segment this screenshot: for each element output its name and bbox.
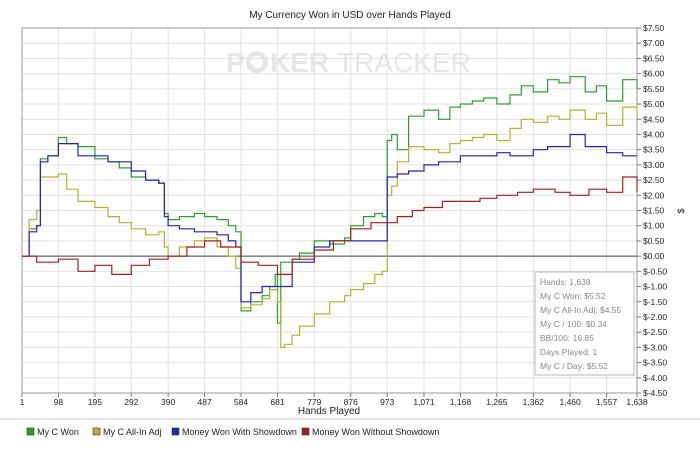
legend-label: Money Won With Showdown bbox=[182, 427, 297, 437]
x-tick-label: 876 bbox=[344, 397, 358, 407]
y-tick-label: $-0.50 bbox=[643, 266, 667, 276]
x-tick-label: 1,265 bbox=[486, 397, 508, 407]
stats-line: My C All-In Adj: $4.55 bbox=[540, 305, 622, 315]
y-tick-label: $-3.50 bbox=[643, 358, 667, 368]
legend-swatch bbox=[171, 427, 180, 436]
y-axis: $7.50 $7.00 $6.50 $6.00 $5.50 $5.00 $4.50 $4.00… bbox=[637, 23, 667, 398]
y-tick-label: $1.50 bbox=[643, 206, 665, 216]
legend-item-money-won-without-showdown[interactable]: Money Won Without Showdown bbox=[301, 427, 439, 437]
y-tick-label: $-4.50 bbox=[643, 388, 667, 398]
y-tick-label: $-4.00 bbox=[643, 373, 667, 383]
stats-line: My C / Day: $5.52 bbox=[540, 361, 608, 371]
x-tick-label: 390 bbox=[161, 397, 175, 407]
y-tick-label: $0.00 bbox=[643, 251, 665, 261]
y-tick-label: $2.50 bbox=[643, 175, 665, 185]
y-tick-label: $-2.00 bbox=[643, 312, 667, 322]
y-tick-label: $7.50 bbox=[643, 23, 665, 33]
stats-line: My C / 100: $0.34 bbox=[540, 319, 607, 329]
stats-line: Days Played: 1 bbox=[540, 347, 597, 357]
y-tick-label: $5.50 bbox=[643, 84, 665, 94]
legend: My C Won My C All-In Adj Money Won With … bbox=[0, 418, 700, 437]
x-axis-label: Hands Played bbox=[298, 406, 360, 417]
x-tick-label: 195 bbox=[88, 397, 102, 407]
x-tick-label: 98 bbox=[54, 397, 64, 407]
y-tick-label: $6.50 bbox=[643, 53, 665, 63]
y-tick-label: $4.00 bbox=[643, 129, 665, 139]
stats-line: Hands: 1,638 bbox=[540, 277, 591, 287]
x-tick-label: 1,557 bbox=[596, 397, 618, 407]
y-tick-label: $4.50 bbox=[643, 114, 665, 124]
x-tick-label: 1,460 bbox=[559, 397, 581, 407]
legend-label: My C Won bbox=[37, 427, 79, 437]
x-tick-label: 681 bbox=[270, 397, 284, 407]
y-tick-label: $0.50 bbox=[643, 236, 665, 246]
watermark-poker-rest: KER bbox=[270, 47, 329, 78]
stats-box: Hands: 1,638 My C Won: $5.52 My C All-In… bbox=[534, 271, 635, 376]
watermark-letter-p: P bbox=[226, 47, 245, 78]
x-tick-label: 1,362 bbox=[523, 397, 545, 407]
y-tick-label: $2.00 bbox=[643, 190, 665, 200]
legend-item-my-c-won[interactable]: My C Won bbox=[26, 427, 79, 437]
legend-swatch bbox=[301, 427, 310, 436]
stats-line: My C Won: $5.52 bbox=[540, 291, 606, 301]
poker-chip-center bbox=[251, 56, 263, 68]
series-line-money-won-without-showdown bbox=[22, 176, 638, 275]
chart-title: My Currency Won in USD over Hands Played bbox=[249, 10, 451, 21]
y-tick-label: $-1.50 bbox=[643, 297, 667, 307]
legend-label: My C All-In Adj bbox=[103, 427, 162, 437]
stats-box-frame bbox=[534, 271, 635, 376]
x-tick-label: 1,638 bbox=[626, 397, 648, 407]
legend-swatch bbox=[26, 427, 35, 436]
legend-swatch bbox=[92, 427, 101, 436]
stats-line: BB/100: 16.85 bbox=[540, 333, 594, 343]
legend-item-money-won-with-showdown[interactable]: Money Won With Showdown bbox=[171, 427, 297, 437]
legend-item-my-c-all-in-adj[interactable]: My C All-In Adj bbox=[92, 427, 162, 437]
x-tick-label: 584 bbox=[234, 397, 248, 407]
y-tick-label: $-3.00 bbox=[643, 342, 667, 352]
y-tick-label: $6.00 bbox=[643, 69, 665, 79]
poker-chip-icon bbox=[246, 51, 268, 73]
poker-tracker-watermark: P KER TRACKER bbox=[226, 47, 471, 78]
y-tick-label: $1.00 bbox=[643, 221, 665, 231]
x-tick-label: 973 bbox=[380, 397, 394, 407]
x-tick-label: 1,168 bbox=[450, 397, 472, 407]
x-axis: 1 98 195 292 390 487 584 681 779 876 973 1,071 1,168… bbox=[20, 393, 648, 407]
watermark-tracker: TRACKER bbox=[337, 47, 471, 78]
y-tick-label: $3.00 bbox=[643, 160, 665, 170]
x-tick-label: 487 bbox=[197, 397, 211, 407]
series-line-money-won-with-showdown bbox=[22, 133, 637, 303]
y-tick-label: $3.50 bbox=[643, 145, 665, 155]
series-lines bbox=[22, 76, 638, 348]
legend-label: Money Won Without Showdown bbox=[312, 427, 439, 437]
y-tick-label: $7.00 bbox=[643, 38, 665, 48]
y-axis-label: $ bbox=[676, 208, 686, 213]
series-line-my-c-all-in-adj bbox=[22, 106, 638, 348]
y-tick-label: $-1.00 bbox=[643, 282, 667, 292]
y-tick-label: $5.00 bbox=[643, 99, 665, 109]
y-tick-label: $-2.50 bbox=[643, 327, 667, 337]
x-tick-label: 1,071 bbox=[413, 397, 435, 407]
x-tick-label: 292 bbox=[124, 397, 138, 407]
x-tick-label: 1 bbox=[20, 397, 25, 407]
x-tick-label: 779 bbox=[307, 397, 321, 407]
